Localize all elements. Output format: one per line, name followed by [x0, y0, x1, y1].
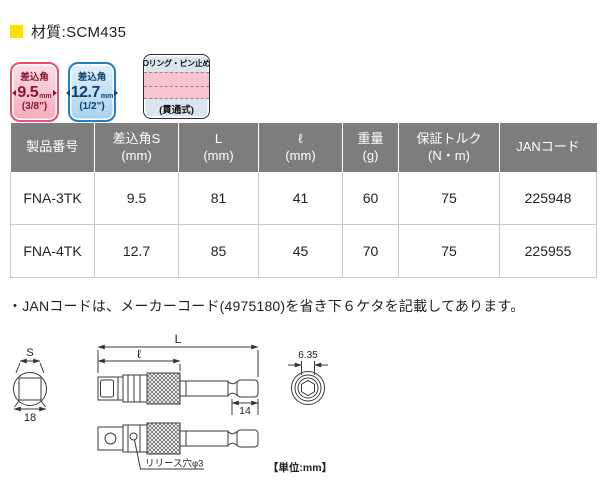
cell-length-L: 81 — [178, 172, 259, 225]
feature-badge-top-label: Oリング・ピン止め — [143, 59, 210, 68]
badge-title: 差込角 — [20, 71, 49, 83]
left-arrow-icon — [12, 90, 17, 97]
cell-product-no: FNA-3TK — [10, 172, 95, 225]
cell-torque: 75 — [398, 172, 500, 225]
badge-value: 12.7 — [70, 84, 101, 102]
cell-length-l: 41 — [258, 172, 343, 225]
badge-value: 9.5 — [17, 84, 39, 102]
table-row: FNA-3TK 9.5 81 41 60 75 225948 — [10, 172, 597, 225]
cell-torque: 75 — [398, 224, 500, 278]
cell-jan: 225948 — [499, 172, 597, 225]
col-header-length-l: ℓ (mm) — [258, 123, 343, 172]
cell-jan: 225955 — [499, 224, 597, 278]
badge-title: 差込角 — [77, 71, 107, 83]
badge-inch: (3/8") — [21, 101, 48, 113]
col-header-length-L: L (mm) — [178, 123, 259, 172]
col-header-jan: JANコード — [499, 123, 597, 172]
badge-inch: (1/2") — [79, 101, 105, 113]
dim-label-S: S — [26, 347, 33, 359]
pink-band — [144, 72, 209, 99]
release-hole-label: リリース穴φ3 — [145, 458, 203, 470]
spec-table: 製品番号 差込角S (mm) L (mm) ℓ (mm) 重量 (g) 保証トルク (N・… — [10, 123, 597, 278]
col-header-drive-size: 差込角S (mm) — [94, 123, 179, 172]
adapter-side-view-bottom — [97, 422, 259, 470]
unit-note: 【単位:mm】 — [268, 461, 332, 474]
technical-drawing-svg: S 18 L ℓ 14 リリース穴φ3 — [13, 332, 332, 474]
hex-shank-end-view — [288, 361, 328, 405]
drive-size-badge-9point5: 差込角 9.5 mm (3/8") — [10, 62, 59, 122]
dim-label-6point35: 6.35 — [298, 350, 318, 361]
table-row: FNA-4TK 12.7 85 45 70 75 225955 — [10, 224, 597, 278]
badge-unit: mm — [100, 93, 114, 101]
cell-product-no: FNA-4TK — [10, 224, 95, 278]
dim-label-14: 14 — [239, 405, 251, 417]
col-header-product-no: 製品番号 — [10, 123, 95, 172]
dim-label-l: ℓ — [137, 347, 141, 361]
badge-unit: mm — [39, 93, 52, 101]
material-row: 材質:SCM435 — [10, 21, 126, 42]
yellow-square-icon — [10, 25, 23, 38]
technical-drawing: S 18 L ℓ 14 リリース穴φ3 — [0, 328, 600, 500]
spec-table-wrapper: 製品番号 差込角S (mm) L (mm) ℓ (mm) 重量 (g) 保証トルク (N・… — [10, 123, 597, 278]
cell-weight: 60 — [342, 172, 399, 225]
header-row: 製品番号 差込角S (mm) L (mm) ℓ (mm) 重量 (g) 保証トルク (N・… — [10, 123, 597, 172]
adapter-side-view-top — [97, 344, 259, 415]
right-arrow-icon — [52, 90, 57, 97]
cell-length-L: 85 — [178, 224, 259, 278]
material-label: 材質:SCM435 — [31, 24, 127, 41]
cell-weight: 70 — [342, 224, 399, 278]
cell-drive-size: 9.5 — [94, 172, 179, 225]
socket-cross-section-view — [13, 358, 47, 412]
left-arrow-icon — [65, 90, 70, 97]
drive-size-badge-12point7: 差込角 12.7 mm (1/2") — [65, 62, 119, 122]
jan-code-note: ・JANコードは、メーカーコード(4975180)を省き下６ケタを記載してありま… — [8, 298, 525, 314]
col-header-weight: 重量 (g) — [342, 123, 399, 172]
feature-badge-bottom-label: (貫通式) — [159, 104, 194, 116]
cell-length-l: 45 — [258, 224, 343, 278]
oring-pin-feature-badge: Oリング・ピン止め (貫通式) — [143, 54, 210, 119]
right-arrow-icon — [114, 90, 119, 97]
cell-drive-size: 12.7 — [94, 224, 179, 278]
dim-label-18: 18 — [24, 412, 36, 424]
dim-label-L: L — [175, 332, 182, 346]
col-header-torque: 保証トルク (N・m) — [398, 123, 500, 172]
